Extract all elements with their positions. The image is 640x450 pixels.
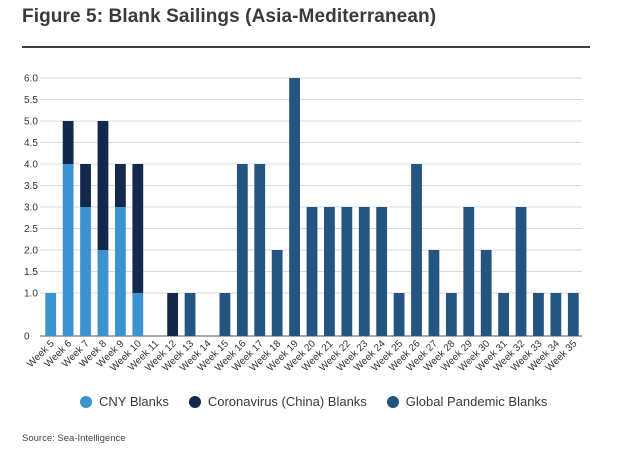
bar-segment bbox=[341, 207, 353, 336]
y-tick-label: 4.0 bbox=[24, 160, 38, 171]
bar-segment bbox=[80, 207, 91, 336]
legend-label-pandemic: Global Pandemic Blanks bbox=[405, 394, 548, 409]
bar-segment bbox=[306, 207, 318, 336]
bar-segment bbox=[114, 207, 126, 336]
y-tick-label: 2.0 bbox=[24, 246, 38, 257]
bar-segment bbox=[80, 164, 91, 207]
bar-segment bbox=[236, 164, 248, 336]
bar-segment bbox=[515, 207, 527, 336]
bar-segment bbox=[445, 293, 457, 336]
bar-segment bbox=[533, 293, 544, 336]
bar-segment bbox=[289, 78, 300, 336]
legend-swatch-coronavirus bbox=[188, 395, 201, 408]
bar-segment bbox=[254, 164, 266, 336]
bar-segment bbox=[411, 164, 422, 336]
bar-segment bbox=[97, 121, 109, 250]
bar-segment bbox=[567, 293, 579, 336]
bar-segment bbox=[45, 293, 57, 336]
y-tick-label: 3.5 bbox=[24, 181, 38, 192]
bar-segment bbox=[498, 293, 510, 336]
bar-segment bbox=[132, 293, 144, 336]
bar-segment bbox=[167, 293, 179, 336]
bar-segment bbox=[132, 164, 144, 293]
bar-segment bbox=[62, 121, 74, 164]
bar-segment bbox=[324, 207, 335, 336]
y-tick-label: 0 bbox=[24, 332, 30, 343]
bar-segment bbox=[463, 207, 475, 336]
y-tick-label: 4.5 bbox=[24, 138, 38, 149]
y-tick-label: 6.0 bbox=[24, 74, 38, 85]
y-tick-label: 1.0 bbox=[24, 289, 38, 300]
source-note: Source: Sea-Intelligence bbox=[22, 433, 126, 444]
bar-segment bbox=[271, 250, 283, 336]
legend-label-coronavirus: Coronavirus (China) Blanks bbox=[207, 394, 367, 409]
bar-segment bbox=[184, 293, 196, 336]
legend-label-cny: CNY Blanks bbox=[99, 394, 169, 409]
y-tick-label: 5.5 bbox=[24, 95, 38, 106]
bar-segment bbox=[62, 164, 74, 336]
title-divider bbox=[22, 46, 590, 48]
bar-segment bbox=[97, 250, 109, 336]
legend-swatch-pandemic bbox=[386, 395, 399, 408]
bar-segment bbox=[393, 293, 405, 336]
legend-item-cny: CNY Blanks bbox=[80, 394, 169, 409]
bar-segment bbox=[219, 293, 231, 336]
bar-segment bbox=[480, 250, 492, 336]
legend-item-coronavirus: Coronavirus (China) Blanks bbox=[188, 394, 367, 409]
bar-segment bbox=[114, 164, 126, 207]
bar-segment bbox=[376, 207, 388, 336]
chart-title: Figure 5: Blank Sailings (Asia-Mediterra… bbox=[22, 6, 437, 27]
bar-segment bbox=[428, 250, 440, 336]
y-tick-label: 3.0 bbox=[24, 203, 38, 214]
y-tick-label: 1.5 bbox=[24, 267, 38, 278]
y-tick-label: 5.0 bbox=[24, 117, 38, 128]
bar-segment bbox=[550, 293, 562, 336]
y-tick-label: 2.5 bbox=[24, 224, 38, 235]
bar-segment bbox=[358, 207, 370, 336]
legend-swatch-cny bbox=[80, 395, 92, 408]
chart-legend: CNY Blanks Coronavirus (China) Blanks Gl… bbox=[80, 394, 567, 409]
legend-item-pandemic: Global Pandemic Blanks bbox=[386, 394, 548, 409]
